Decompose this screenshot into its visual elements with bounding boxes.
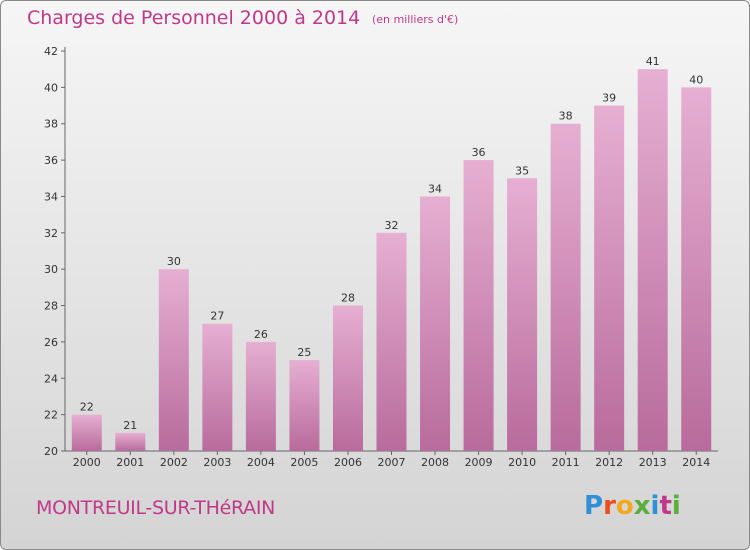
data-label: 41	[646, 55, 660, 68]
logo-letter: i	[650, 491, 660, 521]
y-tick-label: 24	[44, 372, 58, 385]
plot-area: 20 22 24 26 28 30 32 34 36 38 40 42 22 2000 21 2001 30 20…	[44, 45, 718, 469]
y-tick-label: 38	[44, 118, 58, 131]
x-tick-label: 2002	[160, 456, 188, 469]
y-tick-label: 36	[44, 154, 58, 167]
bar	[158, 269, 189, 451]
data-label: 40	[689, 73, 703, 86]
y-tick-label: 20	[44, 445, 58, 458]
bar	[332, 305, 363, 451]
data-label: 39	[602, 92, 616, 105]
x-tick-label: 2003	[203, 456, 231, 469]
data-label: 21	[123, 419, 137, 432]
data-label: 35	[515, 164, 529, 177]
bar	[507, 178, 538, 452]
y-tick-label: 34	[44, 190, 58, 203]
bar	[550, 123, 581, 452]
data-label: 22	[80, 401, 94, 414]
bar	[420, 196, 451, 451]
bar	[376, 232, 407, 451]
logo-letter: P	[584, 491, 604, 521]
data-label: 27	[210, 310, 224, 323]
logo-letter: r	[603, 491, 616, 521]
x-tick-label: 2007	[378, 456, 406, 469]
bar	[289, 360, 320, 451]
logo-letter: t	[659, 491, 672, 521]
bar	[115, 432, 146, 451]
x-tick-label: 2000	[73, 456, 101, 469]
y-tick-label: 40	[44, 81, 58, 94]
bar	[637, 69, 668, 451]
chart-subtitle: (en milliers d'€)	[372, 13, 459, 26]
commune-name: MONTREUIL-SUR-THéRAIN	[36, 497, 276, 519]
data-label: 30	[167, 255, 181, 268]
x-tick-label: 2013	[639, 456, 667, 469]
x-tick-label: 2011	[552, 456, 580, 469]
y-tick-label: 32	[44, 227, 58, 240]
logo-letter: x	[633, 491, 651, 521]
y-tick-label: 26	[44, 336, 58, 349]
proxiti-logo[interactable]: Proxiti	[584, 491, 681, 521]
y-tick-label: 30	[44, 263, 58, 276]
logo-letter: i	[671, 491, 681, 521]
bar	[71, 414, 102, 451]
x-tick-label: 2001	[116, 456, 144, 469]
bar	[463, 160, 494, 451]
x-tick-label: 2012	[595, 456, 623, 469]
x-tick-label: 2004	[247, 456, 275, 469]
x-tick-label: 2008	[421, 456, 449, 469]
x-tick-label: 2010	[508, 456, 536, 469]
logo-letter: o	[615, 491, 634, 521]
data-label: 25	[297, 346, 311, 359]
chart-title: Charges de Personnel 2000 à 2014	[27, 7, 361, 29]
bar	[245, 341, 276, 451]
bar	[202, 323, 233, 451]
data-label: 38	[559, 110, 573, 123]
data-label: 26	[254, 328, 268, 341]
y-tick-label: 22	[44, 409, 58, 422]
x-tick-label: 2009	[465, 456, 493, 469]
data-label: 28	[341, 292, 355, 305]
data-label: 32	[385, 219, 399, 232]
x-tick-label: 2005	[290, 456, 318, 469]
data-label: 36	[472, 146, 486, 159]
x-tick-label: 2006	[334, 456, 362, 469]
bar	[594, 105, 625, 451]
x-tick-label: 2014	[682, 456, 710, 469]
data-label: 34	[428, 182, 442, 195]
y-tick-label: 28	[44, 300, 58, 313]
bar	[681, 87, 712, 451]
y-tick-label: 42	[44, 45, 58, 58]
